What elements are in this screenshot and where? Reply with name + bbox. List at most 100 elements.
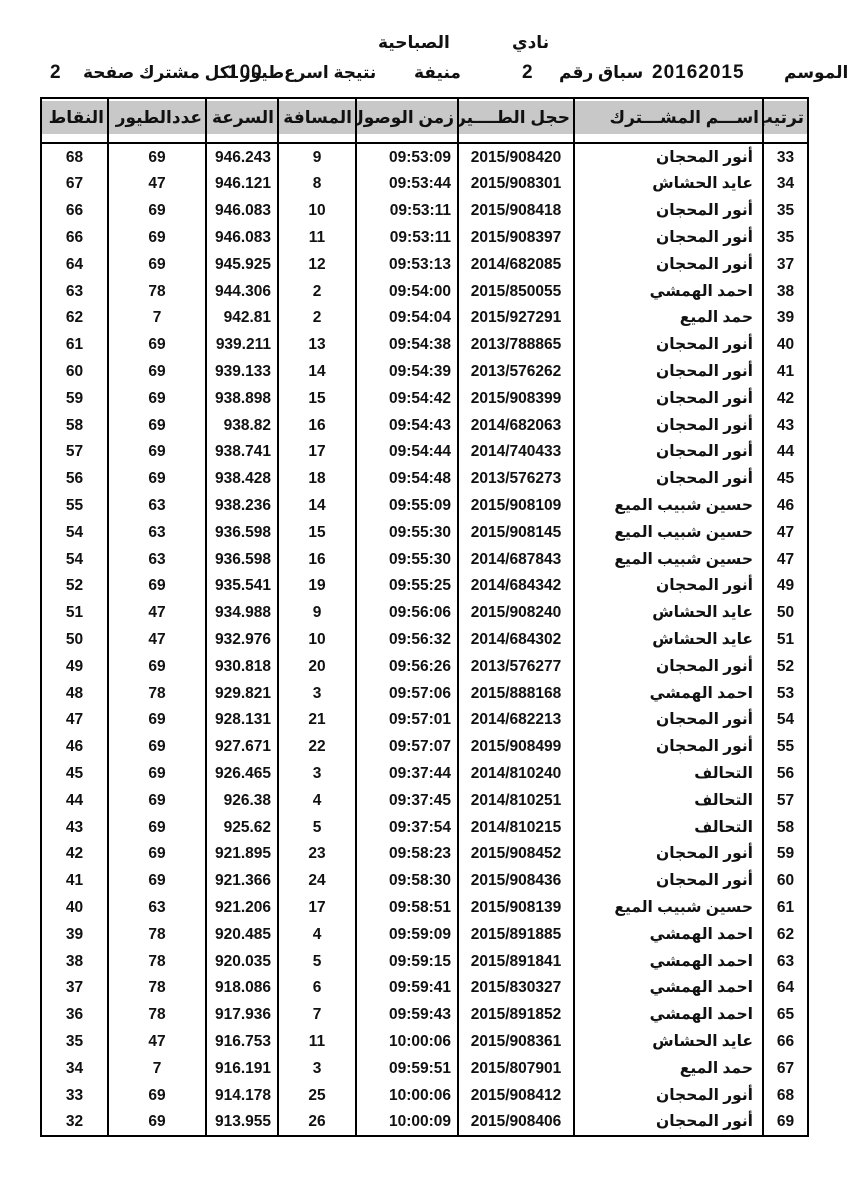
cell-points: 50 (40, 626, 109, 654)
cell-bird-count: 69 (107, 331, 207, 359)
cell-ring-number: 2014/682213 (457, 706, 575, 734)
cell-points: 44 (40, 787, 109, 814)
club-label: نادي (512, 33, 550, 52)
cell-rank: 45 (762, 465, 809, 493)
cell-rank: 67 (762, 1055, 809, 1082)
cell-ring-number: 2014/687843 (457, 545, 575, 573)
cell-rank: 68 (762, 1081, 809, 1109)
cell-speed: 939.133 (205, 358, 279, 386)
cell-ring-number: 2013/788865 (457, 331, 575, 359)
cell-points: 48 (40, 679, 109, 707)
table-row: 37 أنور المحجان 2014/682085 09:53:13 12 945.9… (40, 251, 809, 278)
cell-bird-count: 47 (107, 599, 207, 627)
cell-arrival-time: 09:56:32 (355, 626, 459, 654)
cell-rank: 39 (762, 304, 809, 332)
cell-points: 56 (40, 465, 109, 493)
cell-points: 36 (40, 1001, 109, 1029)
cell-participant-name: حسين شبيب الميع (573, 894, 764, 922)
table-row: 65 احمد الهمشي 2015/891852 09:59:43 7 917.936… (40, 1001, 809, 1029)
table-row: 41 أنور المحجان 2013/576262 09:54:39 14 939.1… (40, 358, 809, 386)
cell-speed: 925.62 (205, 813, 279, 841)
cell-speed: 938.82 (205, 411, 279, 439)
page-header: نادي الصباحية الموسم 20162015 سباق رقم 2… (0, 0, 848, 97)
cell-arrival-time: 09:57:01 (355, 706, 459, 734)
cell-rank: 62 (762, 921, 809, 948)
cell-points: 43 (40, 813, 109, 841)
cell-participant-name: أنور المحجان (573, 358, 764, 386)
cell-arrival-time: 09:55:09 (355, 492, 459, 520)
cell-rank: 63 (762, 947, 809, 975)
cell-ring-number: 2015/891841 (457, 947, 575, 975)
cell-arrival-time: 09:54:42 (355, 385, 459, 412)
cell-ring-number: 2015/908399 (457, 385, 575, 412)
cell-arrival-time: 09:59:41 (355, 974, 459, 1002)
cell-distance: 3 (277, 1055, 357, 1082)
table-row: 51 عايد الحشاش 2014/684302 09:56:32 10 932.97… (40, 626, 809, 654)
cell-rank: 59 (762, 840, 809, 868)
cell-bird-count: 47 (107, 1028, 207, 1056)
cell-distance: 6 (277, 974, 357, 1002)
cell-ring-number: 2015/850055 (457, 277, 575, 305)
cell-distance: 17 (277, 894, 357, 922)
cell-points: 63 (40, 277, 109, 305)
cell-ring-number: 2014/682085 (457, 251, 575, 278)
cell-participant-name: أنور المحجان (573, 653, 764, 680)
cell-speed: 920.035 (205, 947, 279, 975)
cell-arrival-time: 09:58:51 (355, 894, 459, 922)
table-row: 67 حمد الميع 2015/807901 09:59:51 3 916.191 7 3… (40, 1055, 809, 1082)
cell-speed: 913.955 (205, 1108, 279, 1137)
cell-participant-name: احمد الهمشي (573, 921, 764, 948)
cell-speed: 928.131 (205, 706, 279, 734)
cell-bird-count: 69 (107, 385, 207, 412)
cell-rank: 46 (762, 492, 809, 520)
table-row: 52 أنور المحجان 2013/576277 09:56:26 20 930.8… (40, 653, 809, 680)
cell-ring-number: 2015/908418 (457, 197, 575, 225)
cell-participant-name: أنور المحجان (573, 251, 764, 278)
cell-arrival-time: 09:53:11 (355, 224, 459, 252)
cell-arrival-time: 09:57:07 (355, 733, 459, 761)
cell-speed: 944.306 (205, 277, 279, 305)
cell-distance: 2 (277, 277, 357, 305)
cell-speed: 916.191 (205, 1055, 279, 1082)
cell-points: 61 (40, 331, 109, 359)
table-row: 56 التحالف 2014/810240 09:37:44 3 926.465 69 45 (40, 760, 809, 788)
cell-distance: 18 (277, 465, 357, 493)
cell-distance: 25 (277, 1081, 357, 1109)
table-row: 66 عايد الحشاش 2015/908361 10:00:06 11 916.75… (40, 1028, 809, 1056)
cell-points: 54 (40, 519, 109, 546)
cell-bird-count: 69 (107, 760, 207, 788)
cell-points: 40 (40, 894, 109, 922)
table-row: 38 احمد الهمشي 2015/850055 09:54:00 2 944.306… (40, 277, 809, 305)
cell-speed: 946.083 (205, 197, 279, 225)
cell-participant-name: عايد الحشاش (573, 599, 764, 627)
cell-distance: 24 (277, 867, 357, 895)
table-row: 64 احمد الهمشي 2015/830327 09:59:41 6 918.086… (40, 974, 809, 1002)
cell-participant-name: أنور المحجان (573, 143, 764, 171)
cell-participant-name: عايد الحشاش (573, 626, 764, 654)
cell-ring-number: 2015/908240 (457, 599, 575, 627)
cell-bird-count: 69 (107, 251, 207, 278)
cell-bird-count: 7 (107, 1055, 207, 1082)
cell-ring-number: 2015/908397 (457, 224, 575, 252)
cell-points: 34 (40, 1055, 109, 1082)
cell-speed: 926.38 (205, 787, 279, 814)
cell-points: 32 (40, 1108, 109, 1137)
cell-bird-count: 78 (107, 921, 207, 948)
cell-bird-count: 69 (107, 411, 207, 439)
cell-bird-count: 69 (107, 840, 207, 868)
table-row: 69 أنور المحجان 2015/908406 10:00:09 26 913.9… (40, 1108, 809, 1137)
cell-points: 49 (40, 653, 109, 680)
cell-arrival-time: 09:54:43 (355, 411, 459, 439)
cell-speed: 927.671 (205, 733, 279, 761)
club-name: الصباحية (378, 33, 450, 52)
cell-arrival-time: 09:37:44 (355, 760, 459, 788)
cell-arrival-time: 09:54:04 (355, 304, 459, 332)
cell-rank: 52 (762, 653, 809, 680)
cell-ring-number: 2015/891885 (457, 921, 575, 948)
cell-distance: 11 (277, 224, 357, 252)
cell-bird-count: 78 (107, 974, 207, 1002)
cell-distance: 3 (277, 760, 357, 788)
cell-arrival-time: 09:55:25 (355, 572, 459, 600)
table-row: 60 أنور المحجان 2015/908436 09:58:30 24 921.3… (40, 867, 809, 895)
cell-ring-number: 2015/891852 (457, 1001, 575, 1029)
